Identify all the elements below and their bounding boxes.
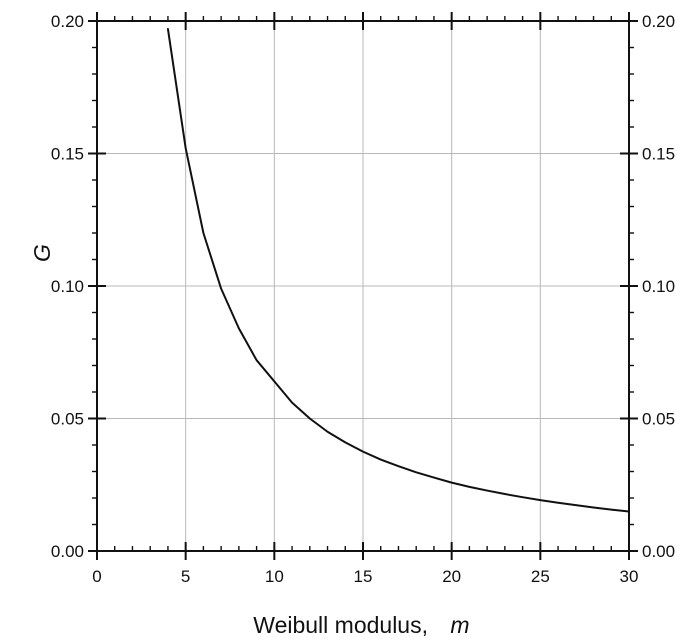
- y-axis-symbol: G: [29, 244, 55, 262]
- y-tick-label-right-4: 0.20: [642, 12, 675, 31]
- y-tick-label-right-1: 0.05: [642, 410, 675, 429]
- x-tick-label-1: 5: [181, 567, 190, 586]
- plot-frame: [96, 20, 630, 552]
- series-line-0: [166, 27, 630, 513]
- x-tick-label-2: 10: [265, 567, 284, 586]
- x-tick-label-4: 20: [442, 567, 461, 586]
- y-tick-labels-left: 0.00 0.05 0.10 0.15 0.20: [51, 12, 84, 561]
- x-tick-label-3: 15: [354, 567, 373, 586]
- y-tick-label-right-3: 0.15: [642, 145, 675, 164]
- x-tick-label-6: 30: [620, 567, 639, 586]
- x-axis-symbol: m: [450, 612, 469, 638]
- y-tick-label-left-1: 0.05: [51, 410, 84, 429]
- y-tick-label-right-2: 0.10: [642, 277, 675, 296]
- y-tick-label-left-0: 0.00: [51, 542, 84, 561]
- x-tick-label-5: 25: [531, 567, 550, 586]
- x-tick-label-0: 0: [92, 567, 101, 586]
- y-tick-label-right-0: 0.00: [642, 542, 675, 561]
- y-tick-label-left-2: 0.10: [51, 277, 84, 296]
- y-tick-label-left-3: 0.15: [51, 145, 84, 164]
- series-layer: [166, 27, 630, 513]
- y-tick-label-left-4: 0.20: [51, 12, 84, 31]
- y-tick-labels-right: 0.00 0.05 0.10 0.15 0.20: [642, 12, 675, 561]
- x-axis-title: Weibull modulus,: [253, 612, 428, 638]
- x-tick-labels: 0 5 10 15 20 25 30: [92, 567, 638, 586]
